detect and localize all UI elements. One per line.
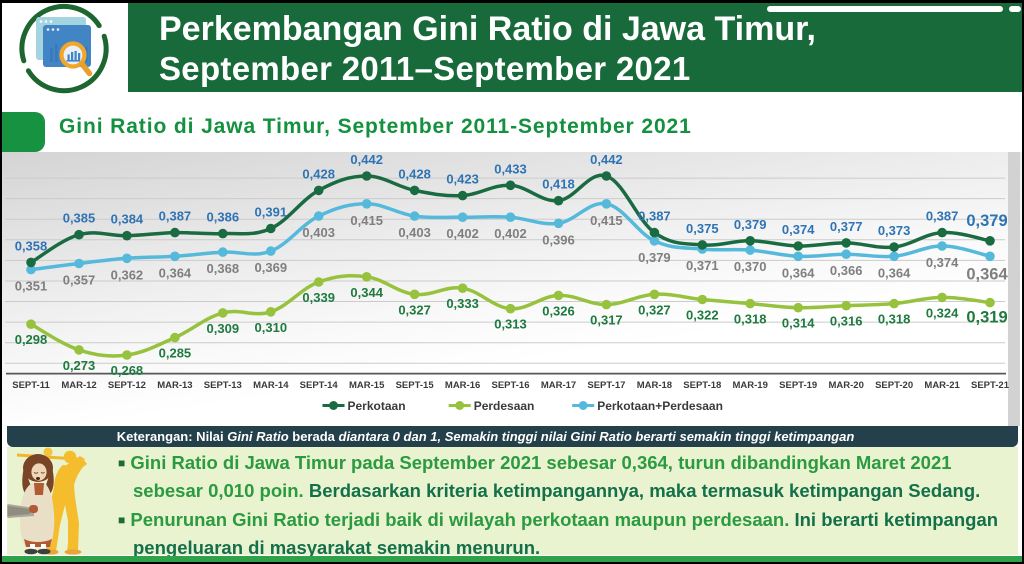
svg-text:0,371: 0,371 bbox=[686, 258, 719, 273]
svg-text:0,379: 0,379 bbox=[734, 217, 767, 232]
svg-text:0,373: 0,373 bbox=[878, 223, 911, 238]
svg-text:SEPT-17: SEPT-17 bbox=[587, 380, 625, 391]
svg-text:0,370: 0,370 bbox=[734, 259, 767, 274]
svg-text:0,344: 0,344 bbox=[350, 285, 383, 300]
svg-text:0,285: 0,285 bbox=[159, 346, 192, 361]
svg-text:SEPT-19: SEPT-19 bbox=[779, 380, 817, 391]
svg-text:0,442: 0,442 bbox=[350, 152, 383, 167]
svg-text:SEPT-15: SEPT-15 bbox=[396, 380, 435, 391]
svg-text:MAR-19: MAR-19 bbox=[733, 380, 768, 391]
svg-text:0,374: 0,374 bbox=[926, 255, 959, 270]
svg-text:0,316: 0,316 bbox=[830, 314, 863, 329]
svg-text:0,318: 0,318 bbox=[878, 312, 911, 327]
svg-text:MAR-21: MAR-21 bbox=[924, 380, 960, 391]
svg-text:0,423: 0,423 bbox=[446, 172, 479, 187]
svg-text:0,364: 0,364 bbox=[159, 265, 192, 280]
svg-text:0,364: 0,364 bbox=[878, 265, 911, 280]
svg-text:0,366: 0,366 bbox=[830, 263, 863, 278]
svg-text:0,273: 0,273 bbox=[63, 358, 96, 373]
svg-text:0,357: 0,357 bbox=[63, 273, 96, 288]
svg-text:0,313: 0,313 bbox=[494, 317, 527, 332]
svg-text:0,387: 0,387 bbox=[638, 209, 671, 224]
svg-text:0,428: 0,428 bbox=[302, 166, 335, 181]
svg-text:0,333: 0,333 bbox=[446, 296, 479, 311]
svg-text:0,433: 0,433 bbox=[494, 161, 527, 176]
svg-text:SEPT-21: SEPT-21 bbox=[971, 380, 1010, 391]
svg-text:MAR-16: MAR-16 bbox=[445, 380, 480, 391]
svg-text:0,386: 0,386 bbox=[207, 210, 240, 225]
svg-text:Perkotaan+Perdesaan: Perkotaan+Perdesaan bbox=[597, 399, 723, 413]
svg-text:0,402: 0,402 bbox=[446, 226, 479, 241]
svg-text:MAR-20: MAR-20 bbox=[829, 380, 864, 391]
svg-text:Perkotaan: Perkotaan bbox=[348, 399, 406, 413]
svg-text:SEPT-16: SEPT-16 bbox=[491, 380, 529, 391]
svg-text:0,268: 0,268 bbox=[111, 363, 144, 378]
svg-text:SEPT-12: SEPT-12 bbox=[108, 380, 146, 391]
svg-text:0,362: 0,362 bbox=[111, 267, 144, 282]
svg-text:0,318: 0,318 bbox=[734, 312, 767, 327]
svg-text:0,379: 0,379 bbox=[638, 250, 671, 265]
svg-text:0,396: 0,396 bbox=[542, 232, 575, 247]
svg-text:0,415: 0,415 bbox=[350, 213, 383, 228]
svg-text:MAR-14: MAR-14 bbox=[253, 380, 289, 391]
svg-text:0,314: 0,314 bbox=[782, 316, 815, 331]
svg-text:0,384: 0,384 bbox=[111, 212, 144, 227]
svg-text:0,375: 0,375 bbox=[686, 221, 719, 236]
svg-text:MAR-18: MAR-18 bbox=[637, 380, 672, 391]
svg-text:SEPT-18: SEPT-18 bbox=[683, 380, 721, 391]
svg-text:0,319: 0,319 bbox=[966, 309, 1007, 327]
svg-text:0,298: 0,298 bbox=[15, 332, 48, 347]
svg-text:0,387: 0,387 bbox=[926, 209, 959, 224]
svg-text:SEPT-20: SEPT-20 bbox=[875, 380, 913, 391]
svg-text:0,309: 0,309 bbox=[207, 321, 240, 336]
svg-text:SEPT-14: SEPT-14 bbox=[300, 380, 339, 391]
svg-text:0,385: 0,385 bbox=[63, 211, 96, 226]
svg-text:0,364: 0,364 bbox=[966, 265, 1008, 283]
svg-text:MAR-17: MAR-17 bbox=[541, 380, 576, 391]
svg-text:0,317: 0,317 bbox=[590, 313, 623, 328]
svg-text:MAR-15: MAR-15 bbox=[349, 380, 385, 391]
svg-text:0,402: 0,402 bbox=[494, 226, 527, 241]
svg-text:0,358: 0,358 bbox=[15, 238, 48, 253]
svg-text:0,391: 0,391 bbox=[255, 205, 288, 220]
svg-text:0,351: 0,351 bbox=[15, 279, 48, 294]
svg-text:MAR-12: MAR-12 bbox=[61, 380, 96, 391]
svg-text:0,368: 0,368 bbox=[207, 261, 240, 276]
svg-text:0,310: 0,310 bbox=[255, 320, 288, 335]
svg-text:0,324: 0,324 bbox=[926, 305, 959, 320]
svg-text:0,403: 0,403 bbox=[302, 225, 335, 240]
svg-text:0,327: 0,327 bbox=[638, 302, 671, 317]
svg-text:0,339: 0,339 bbox=[302, 290, 335, 305]
svg-text:0,415: 0,415 bbox=[590, 213, 623, 228]
svg-text:0,403: 0,403 bbox=[398, 225, 431, 240]
svg-text:0,327: 0,327 bbox=[398, 302, 431, 317]
svg-text:0,418: 0,418 bbox=[542, 177, 575, 192]
svg-text:SEPT-13: SEPT-13 bbox=[204, 380, 242, 391]
svg-text:0,428: 0,428 bbox=[398, 166, 431, 181]
svg-text:Perdesaan: Perdesaan bbox=[474, 399, 535, 413]
svg-text:0,326: 0,326 bbox=[542, 303, 575, 318]
svg-text:0,322: 0,322 bbox=[686, 308, 719, 323]
svg-text:0,387: 0,387 bbox=[159, 209, 192, 224]
svg-text:0,377: 0,377 bbox=[830, 219, 863, 234]
svg-text:0,374: 0,374 bbox=[782, 222, 815, 237]
svg-text:MAR-13: MAR-13 bbox=[157, 380, 192, 391]
svg-text:SEPT-11: SEPT-11 bbox=[12, 380, 50, 391]
svg-text:0,364: 0,364 bbox=[782, 265, 815, 280]
svg-text:0,379: 0,379 bbox=[966, 212, 1007, 230]
svg-text:0,442: 0,442 bbox=[590, 152, 623, 167]
svg-text:0,369: 0,369 bbox=[255, 260, 288, 275]
